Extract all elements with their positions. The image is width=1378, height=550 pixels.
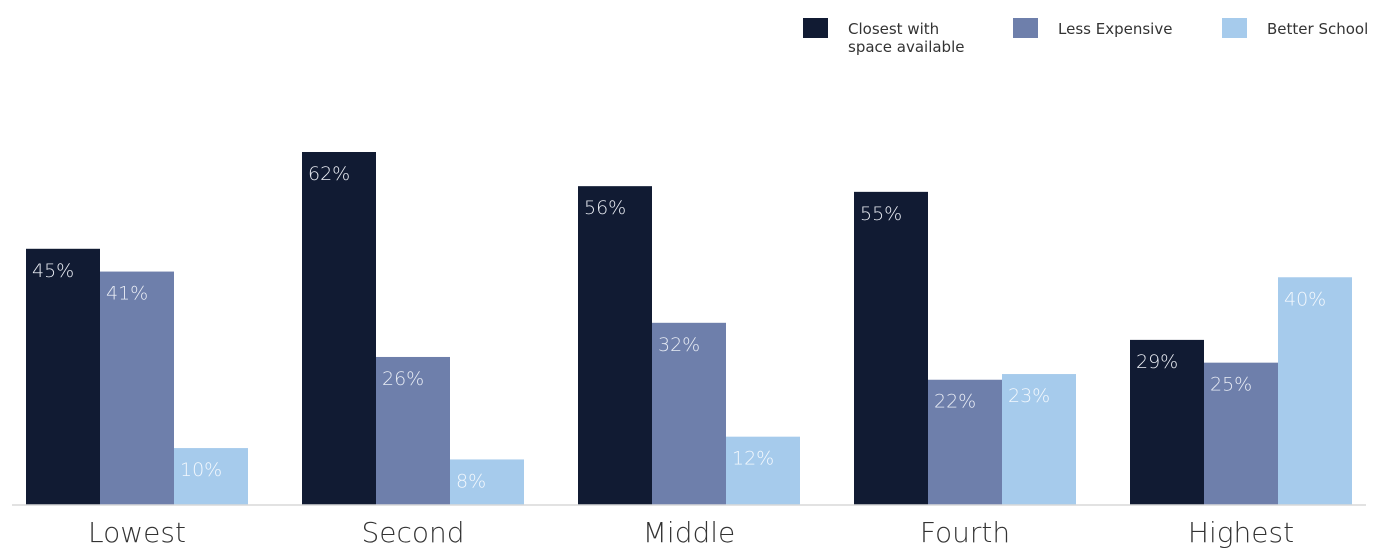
bar-value-label: 40% xyxy=(1284,288,1326,310)
bar-second-series-1 xyxy=(302,152,376,505)
legend-item-3: Better School xyxy=(1222,18,1368,38)
bar-value-label: 41% xyxy=(106,283,148,305)
bar-value-label: 12% xyxy=(732,448,774,470)
bar-value-label: 56% xyxy=(584,197,626,219)
bar-value-label: 25% xyxy=(1210,374,1252,396)
bars: 45% 41% 10% 62% 26% 8% 56% 32% 12% 55% 22% 23% 29% 25… xyxy=(26,152,1352,505)
bar-value-label: 55% xyxy=(860,203,902,225)
bar-highest-series-2 xyxy=(1204,362,1278,505)
bar-value-label: 32% xyxy=(658,334,700,356)
bar-fourth-series-3 xyxy=(1002,374,1076,505)
bar-second-series-3 xyxy=(450,459,524,505)
bar-value-label: 29% xyxy=(1136,351,1178,373)
bar-value-label: 22% xyxy=(934,391,976,413)
bar-lowest-series-1 xyxy=(26,248,100,505)
category-labels: Lowest Second Middle Fourth Highest xyxy=(88,516,1294,549)
bar-highest-series-1 xyxy=(1130,339,1204,505)
bar-value-label: 10% xyxy=(180,459,222,481)
bar-middle-series-1 xyxy=(578,186,652,505)
category-label-second: Second xyxy=(361,516,464,549)
bar-value-label: 62% xyxy=(308,163,350,185)
legend-label: Closest with xyxy=(848,20,939,38)
bar-second-series-2 xyxy=(376,356,450,505)
legend-label: space available xyxy=(848,38,964,56)
bar-value-label: 23% xyxy=(1008,385,1050,407)
legend-item-2: Less Expensive xyxy=(1013,18,1172,38)
legend-swatch xyxy=(803,18,828,38)
bar-middle-series-3 xyxy=(726,436,800,505)
category-label-middle: Middle xyxy=(643,516,736,549)
bar-value-label: 8% xyxy=(456,470,486,492)
bar-highest-series-3 xyxy=(1278,277,1352,505)
bar-value-label: 26% xyxy=(382,368,424,390)
legend-label: Less Expensive xyxy=(1058,20,1172,38)
category-label-highest: Highest xyxy=(1188,516,1294,549)
bar-value-label: 45% xyxy=(32,260,74,282)
legend-label: Better School xyxy=(1267,20,1368,38)
bar-middle-series-2 xyxy=(652,322,726,505)
bar-fourth-series-2 xyxy=(928,379,1002,505)
legend-swatch xyxy=(1222,18,1247,38)
legend-swatch xyxy=(1013,18,1038,38)
bar-fourth-series-1 xyxy=(854,191,928,505)
bar-lowest-series-3 xyxy=(174,448,248,505)
bar-lowest-series-2 xyxy=(100,271,174,505)
category-label-lowest: Lowest xyxy=(88,516,186,549)
category-label-fourth: Fourth xyxy=(920,516,1010,549)
